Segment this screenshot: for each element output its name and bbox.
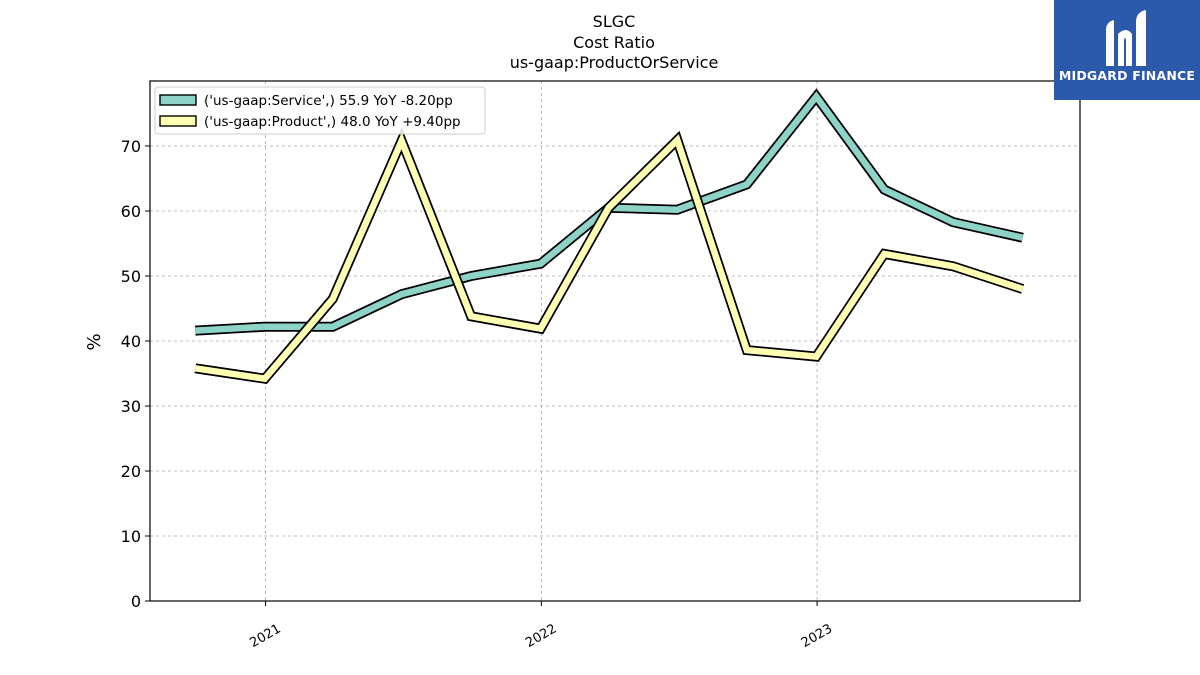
legend-entry-product: ('us-gaap:Product',) 48.0 YoY +9.40pp	[159, 114, 461, 130]
legend-entry-service: ('us-gaap:Service',) 55.9 YoY -8.20pp	[159, 93, 453, 109]
y-tick-label: 10	[121, 527, 141, 546]
x-tick-label: 2021	[247, 621, 283, 651]
y-axis: 0 10 20 30 40 50 60 70	[121, 137, 150, 611]
legend-swatch-service	[159, 94, 197, 106]
brand-logo: MIDGARD FINANCE	[1054, 0, 1200, 100]
chart-title-line-1: SLGC	[593, 12, 636, 31]
y-tick-label: 30	[121, 397, 141, 416]
legend: ('us-gaap:Service',) 55.9 YoY -8.20pp ('…	[154, 86, 486, 135]
legend-label-service: ('us-gaap:Service',) 55.9 YoY -8.20pp	[204, 93, 453, 109]
chart-title-line-2: Cost Ratio	[573, 33, 655, 52]
chart-title-line-3: us-gaap:ProductOrService	[510, 53, 719, 72]
x-tick-label: 2022	[523, 621, 559, 651]
x-axis: 2021 2022 2023	[247, 601, 835, 651]
chart-title: SLGC Cost Ratio us-gaap:ProductOrService	[510, 12, 719, 72]
brand-name: MIDGARD FINANCE	[1058, 68, 1196, 83]
x-tick-label: 2023	[799, 621, 835, 651]
y-tick-label: 40	[121, 332, 141, 351]
y-tick-label: 20	[121, 462, 141, 481]
y-tick-label: 60	[121, 202, 141, 221]
y-tick-label: 0	[131, 592, 141, 611]
y-tick-label: 70	[121, 137, 141, 156]
series-layer	[194, 88, 1025, 385]
series-line-1	[194, 132, 1024, 383]
legend-label-product: ('us-gaap:Product',) 48.0 YoY +9.40pp	[204, 114, 461, 130]
y-axis-label: %	[84, 333, 105, 350]
legend-swatch-product	[159, 115, 197, 127]
legend-box	[154, 86, 486, 135]
y-tick-label: 50	[121, 267, 141, 286]
stylized-m-logo-icon	[1106, 10, 1146, 66]
grid-lines	[150, 81, 1080, 601]
